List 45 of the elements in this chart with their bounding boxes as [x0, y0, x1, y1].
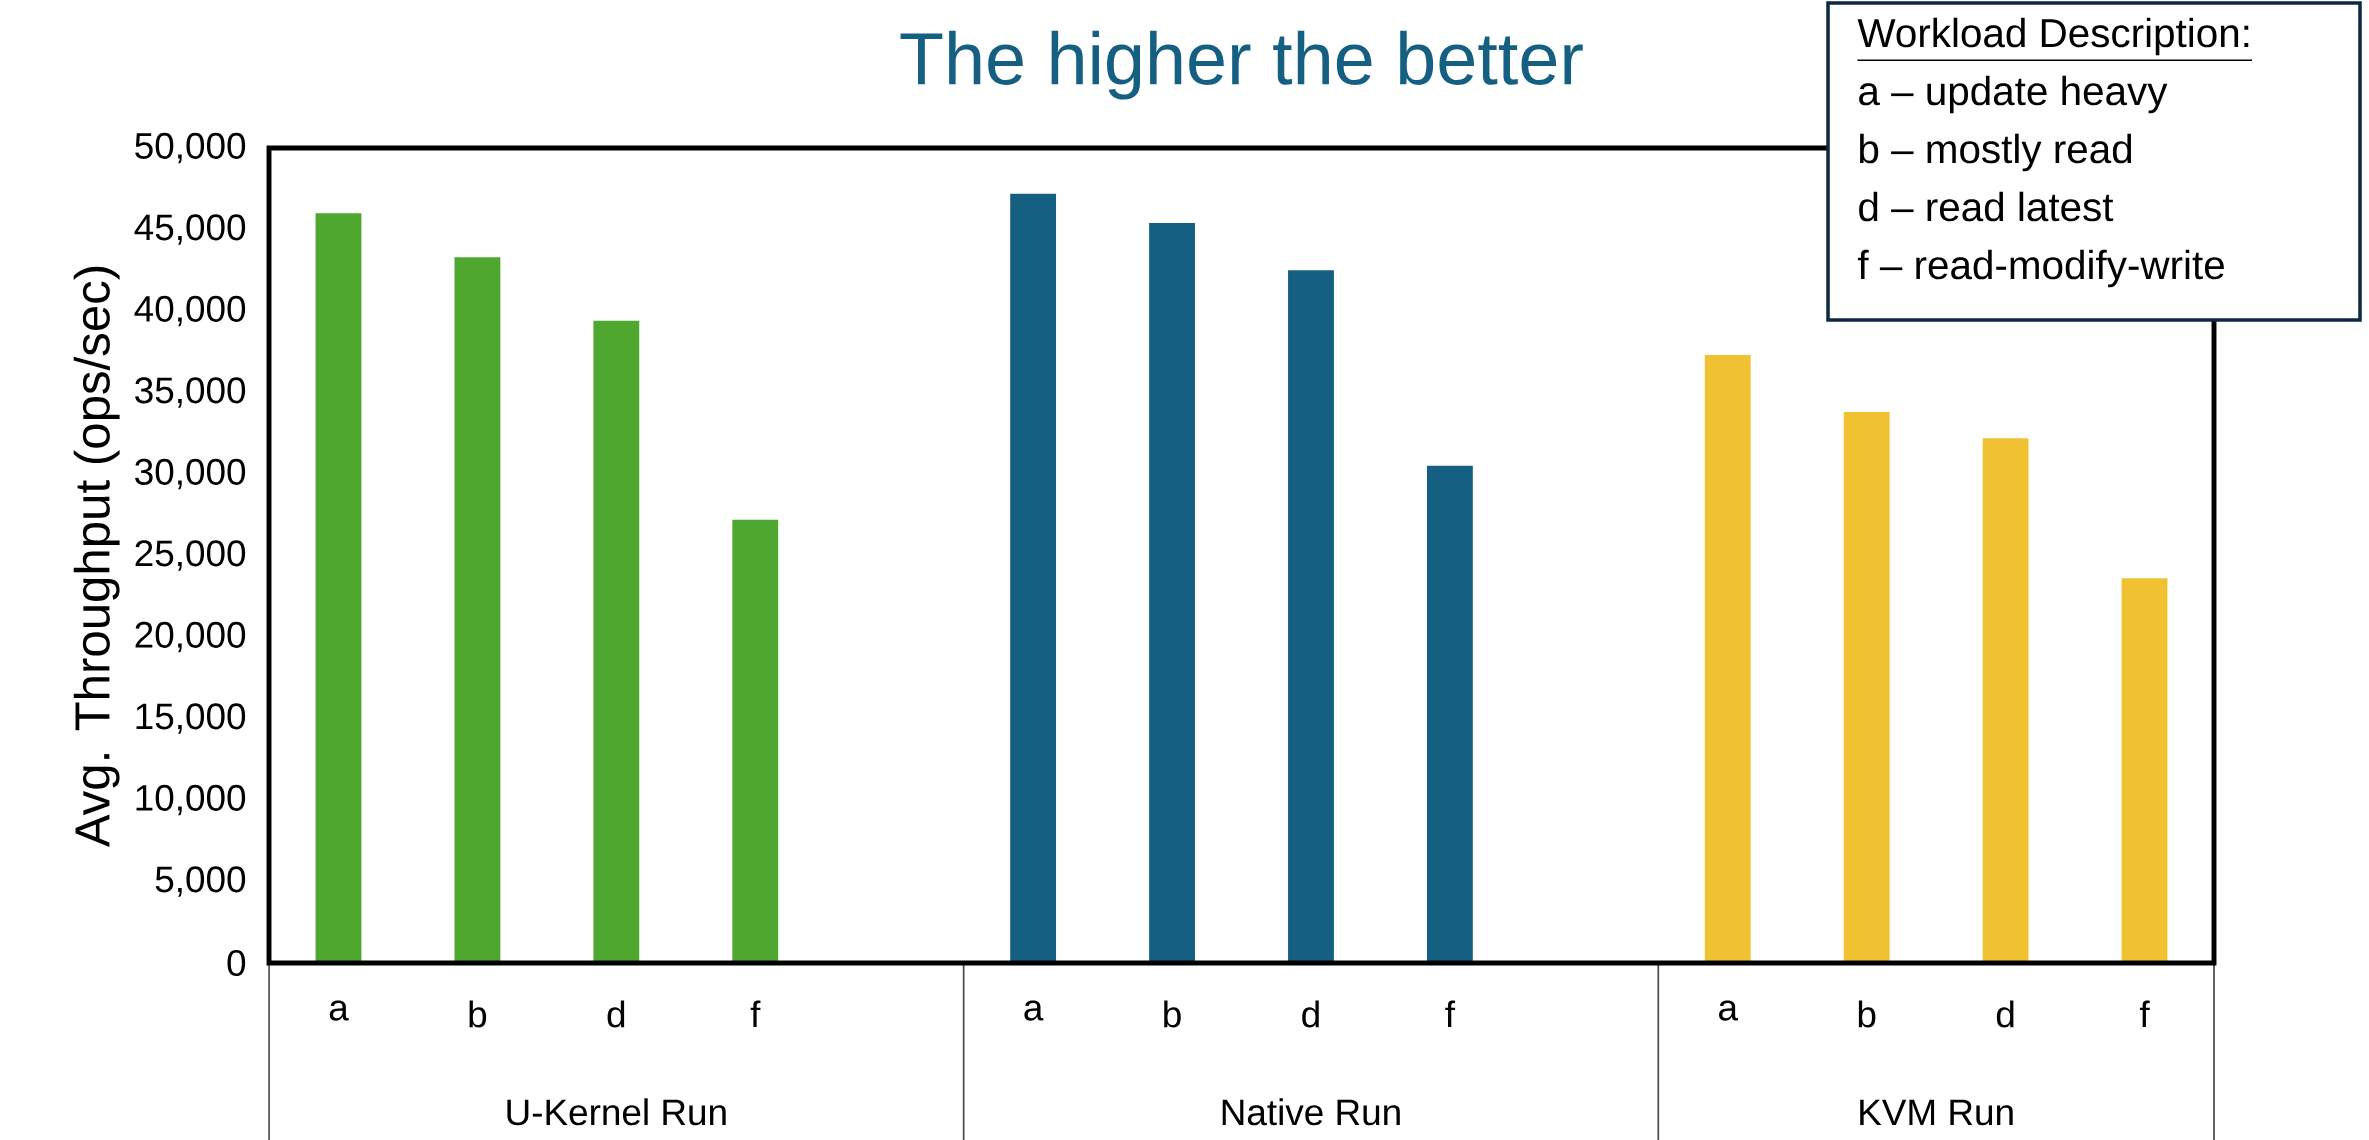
x-tick-label: d [1996, 1000, 2014, 1028]
chart-title: The higher the better [900, 30, 1583, 100]
annotation: b – mostly read [1860, 133, 2132, 172]
x-tick-label: b [469, 1000, 487, 1028]
x-tick-label: f [1445, 1000, 1456, 1028]
bar [1149, 222, 1195, 963]
bar [732, 519, 779, 963]
annotation: d – read latest [1859, 191, 2114, 222]
bar [593, 320, 640, 963]
x-tick-label: a [329, 1000, 349, 1021]
y-tick-label: 40,000 [134, 295, 246, 327]
y-axis-title: Avg. Throughput (ops/sec) [73, 266, 120, 848]
y-tick-label: 45,000 [134, 214, 246, 245]
x-tick-label: f [750, 1000, 761, 1028]
bar [1982, 438, 2029, 963]
text: a – update heavy [1859, 75, 2168, 114]
x-tick-label: d [607, 1000, 625, 1028]
x-tick-label: f [2139, 1000, 2150, 1028]
bar [1288, 270, 1334, 963]
text: U-Kernel Run [507, 1098, 726, 1126]
x-tick-label: a [1719, 1000, 1738, 1021]
y-tick-label: 20,000 [135, 621, 246, 653]
bar [1704, 355, 1751, 963]
bar [1010, 193, 1057, 963]
bar [2121, 578, 2168, 963]
bar [315, 213, 362, 963]
bar [454, 257, 501, 963]
y-tick-label: 15,000 [136, 703, 246, 734]
bar [1843, 412, 1890, 963]
x-tick-label: a [1024, 1000, 1044, 1021]
y-tick-label: 50,000 [135, 132, 246, 164]
y-tick-label: 25,000 [135, 540, 246, 571]
y-tick-label: 35,000 [135, 377, 246, 408]
x-tick-label: b [1858, 1000, 1876, 1028]
y-tick-label: 0 [227, 949, 246, 977]
text: Workload Description: [1857, 17, 2249, 56]
bar [1426, 465, 1473, 963]
x-tick-label: b [1164, 1000, 1181, 1028]
x-tick-label: d [1302, 1000, 1319, 1028]
y-tick-label: 10,000 [136, 784, 246, 816]
y-tick-label: 30,000 [135, 458, 246, 490]
text: Native Run [1222, 1098, 1400, 1126]
y-tick-label: 5,000 [155, 866, 246, 897]
annotation: f – read-modify-write [1857, 249, 2224, 288]
text: KVM Run [1860, 1099, 2013, 1126]
